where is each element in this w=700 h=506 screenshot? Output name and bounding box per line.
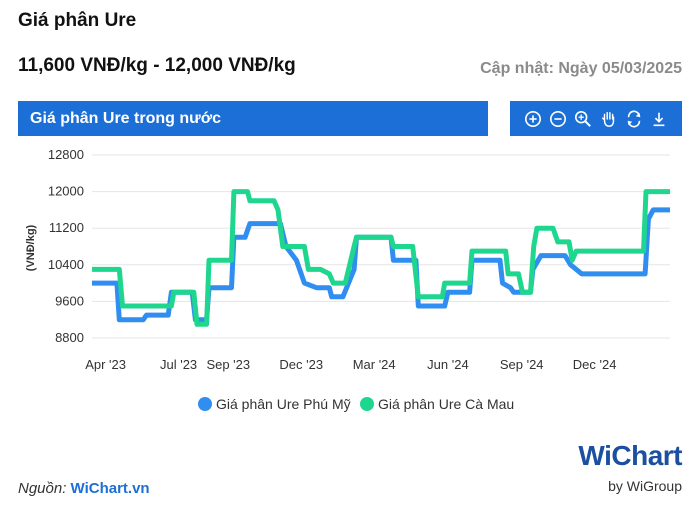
x-tick-label: Mar '24 bbox=[353, 357, 396, 372]
x-tick-label: Jun '24 bbox=[427, 357, 469, 372]
legend-marker bbox=[198, 397, 212, 411]
y-tick-label: 11200 bbox=[49, 220, 84, 235]
y-tick-label: 9600 bbox=[55, 293, 84, 308]
y-axis: 8800 9600 10400 11200 12000 12800 bbox=[48, 147, 84, 345]
legend[interactable]: Giá phân Ure Phú Mỹ Giá phân Ure Cà Mau bbox=[198, 396, 514, 412]
legend-label: Giá phân Ure Cà Mau bbox=[378, 396, 514, 412]
brand-w: W bbox=[578, 440, 605, 471]
download-icon[interactable] bbox=[649, 109, 669, 129]
legend-item-ca-mau[interactable]: Giá phân Ure Cà Mau bbox=[360, 396, 514, 412]
legend-label: Giá phân Ure Phú Mỹ bbox=[216, 396, 351, 412]
brand-name: iChart bbox=[604, 440, 682, 471]
series bbox=[92, 189, 670, 327]
y-axis-label: (VNĐ/kg) bbox=[25, 224, 37, 271]
brand-logo: WiChart by WiGroup bbox=[572, 440, 682, 496]
reset-icon[interactable] bbox=[624, 109, 644, 129]
y-tick-label: 12000 bbox=[48, 184, 84, 199]
price-range: 11,600 VNĐ/kg - 12,000 VNĐ/kg bbox=[18, 55, 296, 76]
chart-toolbar bbox=[510, 101, 682, 136]
source-note: Nguồn: WiChart.vn bbox=[18, 480, 150, 497]
legend-marker bbox=[360, 397, 374, 411]
x-tick-label: Dec '24 bbox=[573, 357, 617, 372]
x-tick-label: Apr '23 bbox=[85, 357, 126, 372]
legend-item-phu-my[interactable]: Giá phân Ure Phú Mỹ bbox=[198, 396, 351, 412]
page-title: Giá phân Ure bbox=[18, 10, 137, 31]
zoom-out-icon[interactable] bbox=[548, 109, 568, 129]
x-tick-label: Sep '23 bbox=[206, 357, 250, 372]
magnify-icon[interactable] bbox=[573, 109, 593, 129]
grid bbox=[92, 154, 670, 339]
x-tick-label: Sep '24 bbox=[500, 357, 544, 372]
source-label: Nguồn: bbox=[18, 480, 71, 497]
x-tick-label: Dec '23 bbox=[279, 357, 323, 372]
source-link[interactable]: WiChart.vn bbox=[70, 480, 150, 497]
pan-hand-icon[interactable] bbox=[599, 109, 619, 129]
chart-banner: Giá phân Ure trong nước bbox=[18, 101, 488, 136]
y-tick-label: 10400 bbox=[48, 257, 84, 272]
updated-date: Cập nhật: Ngày 05/03/2025 bbox=[480, 60, 682, 77]
y-tick-label: 12800 bbox=[48, 147, 84, 162]
x-tick-label: Jul '23 bbox=[160, 357, 197, 372]
line-chart: 8800 9600 10400 11200 12000 12800 Apr '23 Jul … bbox=[25, 147, 670, 412]
brand-sub: by WiGroup bbox=[608, 478, 682, 494]
series-line-ca-mau bbox=[92, 189, 670, 327]
y-tick-label: 8800 bbox=[55, 330, 84, 345]
zoom-in-icon[interactable] bbox=[523, 109, 543, 129]
x-axis: Apr '23 Jul '23 Sep '23 Dec '23 Mar '24 Jun '… bbox=[85, 357, 616, 372]
